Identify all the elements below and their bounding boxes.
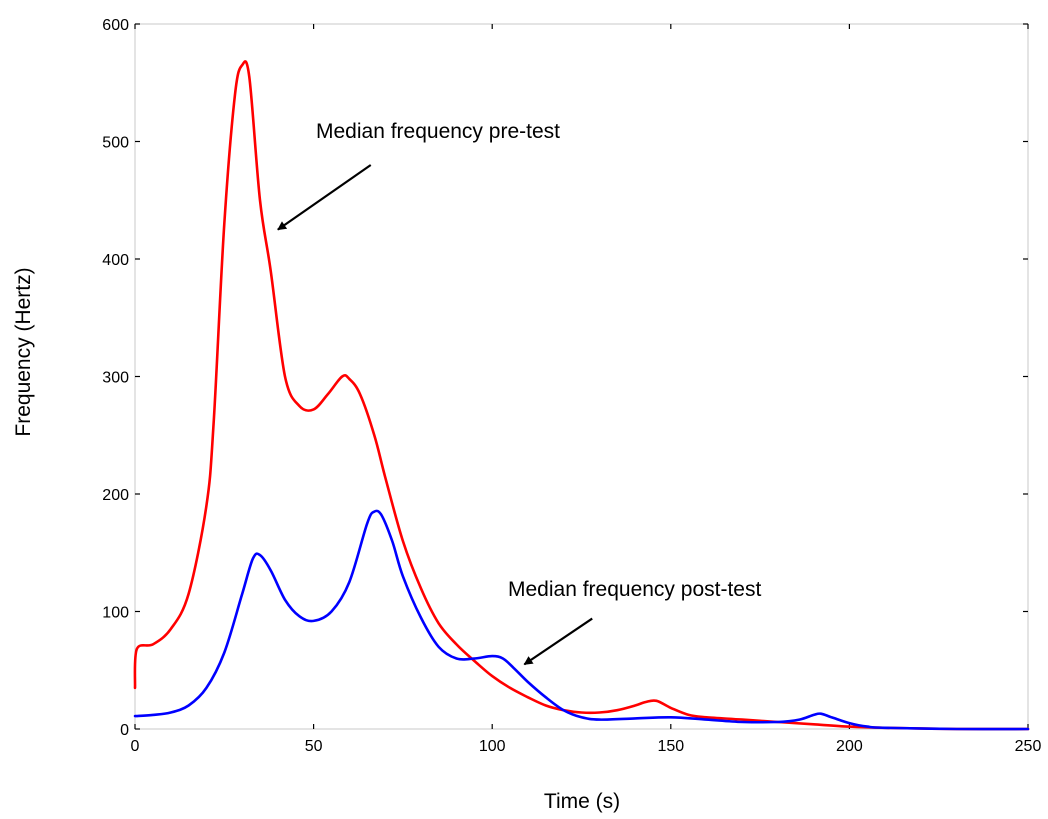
series-line-2 <box>133 509 1030 731</box>
annotation-label-1: Median frequency pre-test <box>316 120 560 143</box>
y-tick-label: 600 <box>102 17 129 34</box>
x-tick-label: 50 <box>305 738 323 755</box>
annotation-arrow-2 <box>523 617 593 666</box>
x-tick-label: 100 <box>479 738 506 755</box>
y-tick-label: 200 <box>102 487 129 504</box>
plot-frame <box>134 23 1029 730</box>
annotation-layer: Median frequency pre-test Median frequenc… <box>277 120 761 666</box>
y-tick-label: 400 <box>102 252 129 269</box>
y-tick-label: 500 <box>102 135 129 152</box>
x-axis-label: Time (s) <box>544 790 620 813</box>
annotation-label-2: Median frequency post-test <box>508 578 761 601</box>
x-tick-label: 150 <box>657 738 684 755</box>
ticks-layer: 0 50 100 150 200 250 0 100 200 300 400 500 600 <box>102 17 1041 755</box>
y-tick-label: 100 <box>102 605 129 622</box>
annotation-arrow-1 <box>277 164 372 231</box>
y-axis-label: Frequency (Hertz) <box>12 267 35 436</box>
x-tick-label: 200 <box>836 738 863 755</box>
y-tick-label: 0 <box>120 722 129 739</box>
series-line-1 <box>133 60 1030 731</box>
y-tick-label: 300 <box>102 370 129 387</box>
x-tick-label: 250 <box>1015 738 1042 755</box>
x-tick-label: 0 <box>131 738 140 755</box>
series-layer <box>133 60 1030 731</box>
